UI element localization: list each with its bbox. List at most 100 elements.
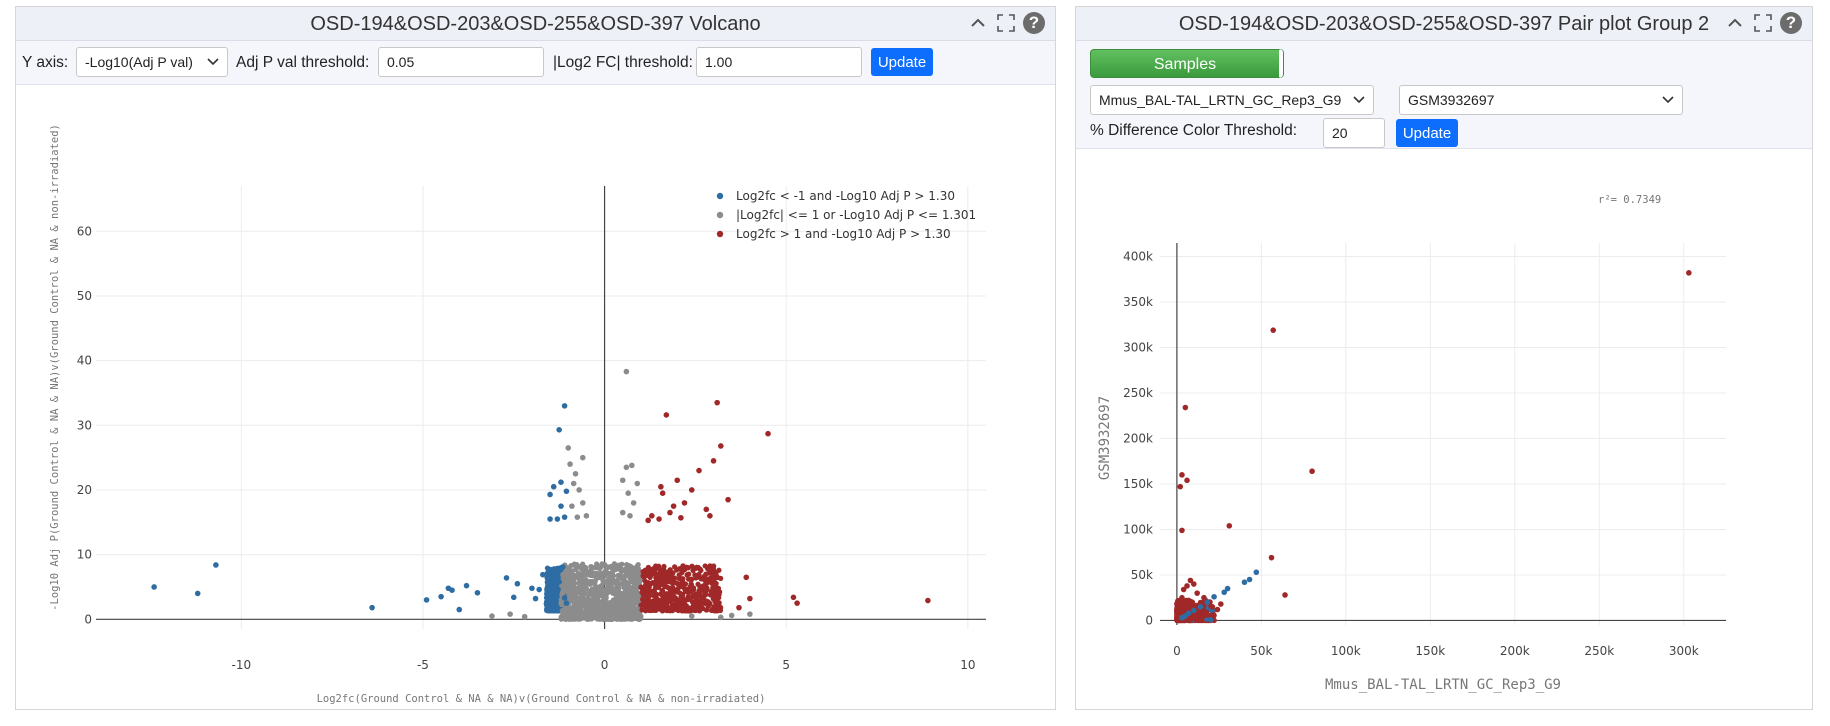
legend-marker — [716, 192, 724, 200]
volcano-point — [712, 585, 718, 591]
volcano-point — [564, 614, 570, 620]
legend-label: Log2fc < -1 and -Log10 Adj P > 1.30 — [736, 189, 955, 203]
volcano-point — [628, 569, 634, 575]
volcano-point — [638, 614, 644, 620]
volcano-point — [655, 575, 661, 581]
volcano-point — [521, 613, 528, 620]
volcano-point — [592, 571, 598, 578]
volcano-point — [578, 564, 585, 570]
volcano-point — [576, 581, 583, 587]
volcano-point — [565, 445, 572, 451]
pair-point — [1253, 569, 1260, 576]
volcano-point — [608, 576, 615, 583]
pair-point — [1194, 590, 1200, 596]
volcano-point — [716, 592, 722, 598]
volcano-panel: OSD-194&OSD-203&OSD-255&OSD-397 Volcano … — [15, 6, 1056, 710]
volcano-point — [569, 615, 575, 621]
volcano-point — [642, 578, 648, 584]
volcano-point — [610, 605, 617, 611]
help-icon[interactable]: ? — [1780, 12, 1802, 34]
volcano-point — [670, 605, 676, 611]
volcano-point — [630, 500, 637, 506]
volcano-point — [700, 583, 706, 589]
volcano-point — [560, 576, 567, 583]
volcano-point — [503, 575, 510, 581]
volcano-point — [571, 599, 577, 605]
volcano-point — [561, 514, 568, 520]
y-axis-select[interactable]: -Log10(Adj P val) — [76, 47, 228, 77]
adj-p-threshold-input[interactable] — [378, 47, 544, 77]
volcano-point — [728, 612, 735, 619]
pair-point — [1187, 577, 1194, 584]
expand-fullscreen-icon[interactable] — [995, 12, 1017, 34]
volcano-panel-title: OSD-194&OSD-203&OSD-255&OSD-397 Volcano — [310, 13, 761, 35]
volcano-point — [718, 443, 724, 449]
difference-threshold-input[interactable] — [1323, 118, 1385, 148]
volcano-point — [684, 572, 690, 578]
volcano-point — [578, 571, 584, 577]
volcano-point — [690, 567, 696, 574]
volcano-point — [619, 477, 626, 484]
volcano-point — [574, 561, 580, 568]
volcano-point — [558, 601, 565, 608]
volcano-point — [623, 368, 630, 375]
volcano-point — [547, 516, 553, 522]
volcano-point — [587, 581, 593, 587]
volcano-point — [536, 586, 542, 593]
volcano-point — [423, 597, 430, 603]
volcano-point — [681, 500, 688, 506]
volcano-point — [687, 596, 693, 602]
volcano-point — [714, 599, 720, 605]
collapse-chevron-up-icon[interactable] — [967, 12, 989, 34]
volcano-update-button[interactable]: Update — [871, 48, 933, 76]
volcano-point — [697, 593, 704, 599]
sample-y-select[interactable]: GSM3932697 — [1399, 85, 1683, 115]
volcano-point — [573, 593, 579, 599]
volcano-point — [620, 581, 626, 587]
volcano-point — [644, 586, 650, 592]
x-tick-label: 50k — [1250, 644, 1272, 658]
pair-update-button[interactable]: Update — [1396, 119, 1458, 147]
pair-point — [1201, 594, 1207, 601]
volcano-point — [626, 580, 632, 586]
y-tick-label: 300k — [1123, 340, 1153, 354]
volcano-point — [635, 596, 641, 602]
volcano-point — [690, 605, 696, 611]
pair-scatter-plot[interactable]: 0 50k 100k 150k 200k 250k 300k 0 50k 100k 150k 200k… — [1076, 151, 1812, 709]
volcano-point — [151, 584, 157, 590]
help-icon[interactable]: ? — [1023, 12, 1045, 34]
volcano-point — [627, 575, 633, 581]
volcano-point — [578, 606, 584, 612]
volcano-point — [677, 590, 683, 596]
volcano-point — [574, 574, 581, 581]
volcano-point — [707, 513, 713, 519]
volcano-point — [556, 427, 562, 433]
volcano-plot[interactable]: -10 -5 0 5 10 0 10 20 30 40 50 60 Log2fc(Ground Cont… — [16, 86, 1055, 710]
volcano-point — [585, 595, 591, 601]
volcano-point — [438, 593, 444, 600]
volcano-point — [667, 509, 673, 516]
volcano-point — [563, 488, 570, 495]
sample-x-select[interactable]: Mmus_BAL-TAL_LRTN_GC_Rep3_G9 — [1090, 85, 1374, 115]
log2fc-threshold-input[interactable] — [696, 47, 862, 77]
pair-point — [1241, 579, 1248, 586]
volcano-point — [656, 516, 662, 522]
volcano-point — [663, 591, 669, 597]
volcano-point — [550, 483, 557, 490]
collapse-chevron-up-icon[interactable] — [1724, 12, 1746, 34]
x-tick-label: 300k — [1669, 644, 1699, 658]
samples-toggle-button[interactable]: Samples — [1090, 49, 1283, 78]
volcano-point — [584, 572, 591, 578]
pair-point — [1309, 468, 1315, 475]
volcano-point — [631, 606, 638, 612]
pair-point — [1190, 607, 1197, 614]
volcano-point — [616, 590, 622, 596]
expand-fullscreen-icon[interactable] — [1752, 12, 1774, 34]
volcano-point — [711, 563, 717, 569]
volcano-point — [688, 581, 694, 587]
volcano-point — [614, 601, 620, 607]
volcano-point — [704, 607, 710, 613]
volcano-point — [664, 576, 670, 582]
pair-point — [1190, 581, 1197, 587]
y-tick-label: 50 — [77, 289, 92, 303]
